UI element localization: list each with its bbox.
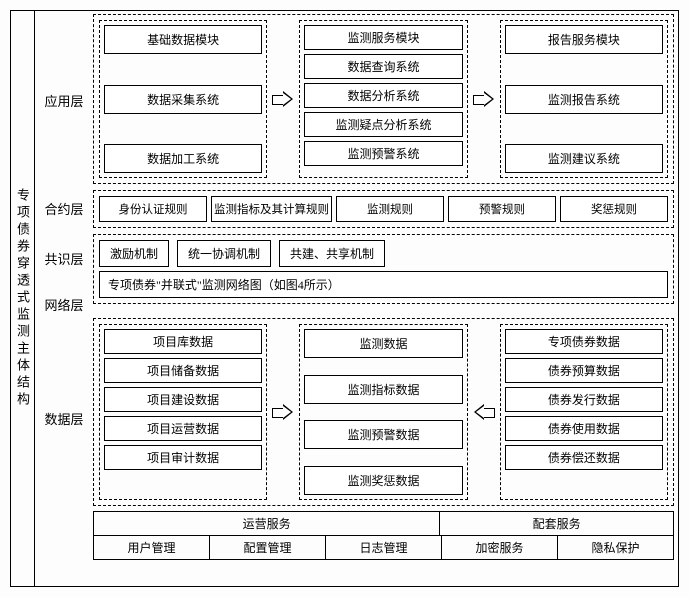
bottom-item: 配置管理 <box>210 536 326 559</box>
contract-rule: 预警规则 <box>448 196 556 222</box>
bottom-item: 隐私保护 <box>558 536 673 559</box>
network-note: 专项债券"并联式"监测网络图（如图4所示） <box>99 271 668 298</box>
contract-rule: 奖惩规则 <box>560 196 668 222</box>
app-right-item: 监测报告系统 <box>505 85 663 114</box>
app-mid-item: 数据分析系统 <box>304 83 462 108</box>
app-mid-item: 数据查询系统 <box>304 54 462 79</box>
data-left-item: 项目储备数据 <box>104 358 262 383</box>
arrow-right-icon <box>472 20 496 178</box>
data-layer-container: 项目库数据 项目储备数据 项目建设数据 项目运营数据 项目审计数据 监测数据 监… <box>93 318 674 506</box>
layer-label-spacer <box>35 517 93 586</box>
bottom-group: 运营服务 <box>94 512 440 535</box>
data-left-item: 项目审计数据 <box>104 445 262 470</box>
layer-label-network: 网络层 <box>35 289 93 319</box>
app-left-group: 基础数据模块 数据采集系统 数据加工系统 <box>99 20 267 178</box>
app-layer-container: 基础数据模块 数据采集系统 数据加工系统 监测服务模块 数据查询系统 数据分析系… <box>93 14 674 184</box>
data-mid-header: 监测数据 <box>304 329 462 358</box>
consensus-network-container: 激励机制 统一协调机制 共建、共享机制 专项债券"并联式"监测网络图（如图4所示… <box>93 234 674 304</box>
bottom-item: 用户管理 <box>94 536 210 559</box>
app-mid-header: 监测服务模块 <box>304 25 462 50</box>
vertical-title: 专项债券穿透式监测主体结构 <box>11 11 35 586</box>
app-mid-item: 监测疑点分析系统 <box>304 112 462 137</box>
contract-rule: 身份认证规则 <box>99 196 207 222</box>
bottom-groups-row: 运营服务 配套服务 <box>94 511 673 535</box>
data-right-item: 债券偿还数据 <box>505 445 663 470</box>
app-left-item: 数据加工系统 <box>104 144 262 173</box>
app-mid-item: 监测预警系统 <box>304 141 462 166</box>
contract-rule: 监测指标及其计算规则 <box>211 196 332 222</box>
layer-label-consensus: 共识层 <box>35 227 93 289</box>
consensus-mechanism: 统一协调机制 <box>177 240 271 267</box>
data-mid-item: 监测奖惩数据 <box>304 466 462 495</box>
data-left-group: 项目库数据 项目储备数据 项目建设数据 项目运营数据 项目审计数据 <box>99 324 267 500</box>
content-column: 基础数据模块 数据采集系统 数据加工系统 监测服务模块 数据查询系统 数据分析系… <box>93 11 678 586</box>
data-mid-group: 监测数据 监测指标数据 监测预警数据 监测奖惩数据 <box>299 324 467 500</box>
spacer <box>93 307 674 315</box>
contract-layer-container: 身份认证规则 监测指标及其计算规则 监测规则 预警规则 奖惩规则 <box>93 190 674 228</box>
data-right-item: 债券使用数据 <box>505 416 663 441</box>
bottom-group: 配套服务 <box>440 512 673 535</box>
bottom-services-table: 运营服务 配套服务 用户管理 配置管理 日志管理 加密服务 隐私保护 <box>93 511 674 560</box>
contract-rules-row: 身份认证规则 监测指标及其计算规则 监测规则 预警规则 奖惩规则 <box>99 196 668 222</box>
diagram-root: 专项债券穿透式监测主体结构 应用层 合约层 共识层 网络层 数据层 基础数据模块… <box>10 10 679 587</box>
data-right-header: 专项债券数据 <box>505 329 663 354</box>
app-left-item: 数据采集系统 <box>104 85 262 114</box>
consensus-row: 激励机制 统一协调机制 共建、共享机制 <box>99 240 668 267</box>
arrow-right-icon <box>271 324 295 500</box>
data-mid-item: 监测指标数据 <box>304 375 462 404</box>
data-left-item: 项目运营数据 <box>104 416 262 441</box>
layer-label-data: 数据层 <box>35 319 93 517</box>
arrow-right-icon <box>271 20 295 178</box>
data-left-item: 项目建设数据 <box>104 387 262 412</box>
consensus-mechanism: 激励机制 <box>99 240 169 267</box>
consensus-mechanism: 共建、共享机制 <box>279 240 385 267</box>
data-right-group: 专项债券数据 债券预算数据 债券发行数据 债券使用数据 债券偿还数据 <box>500 324 668 500</box>
layer-label-contract: 合约层 <box>35 189 93 227</box>
layer-label-app: 应用层 <box>35 11 93 189</box>
bottom-items-row: 用户管理 配置管理 日志管理 加密服务 隐私保护 <box>94 535 673 559</box>
contract-rule: 监测规则 <box>336 196 444 222</box>
app-mid-group: 监测服务模块 数据查询系统 数据分析系统 监测疑点分析系统 监测预警系统 <box>299 20 467 178</box>
app-right-header: 报告服务模块 <box>505 25 663 54</box>
data-right-item: 债券发行数据 <box>505 387 663 412</box>
app-right-group: 报告服务模块 监测报告系统 监测建议系统 <box>500 20 668 178</box>
bottom-item: 加密服务 <box>442 536 558 559</box>
layer-labels-column: 应用层 合约层 共识层 网络层 数据层 <box>35 11 93 586</box>
app-right-item: 监测建议系统 <box>505 144 663 173</box>
bottom-item: 日志管理 <box>326 536 442 559</box>
data-left-header: 项目库数据 <box>104 329 262 354</box>
data-right-item: 债券预算数据 <box>505 358 663 383</box>
data-mid-item: 监测预警数据 <box>304 420 462 449</box>
app-left-header: 基础数据模块 <box>104 25 262 54</box>
arrow-left-icon <box>472 324 496 500</box>
